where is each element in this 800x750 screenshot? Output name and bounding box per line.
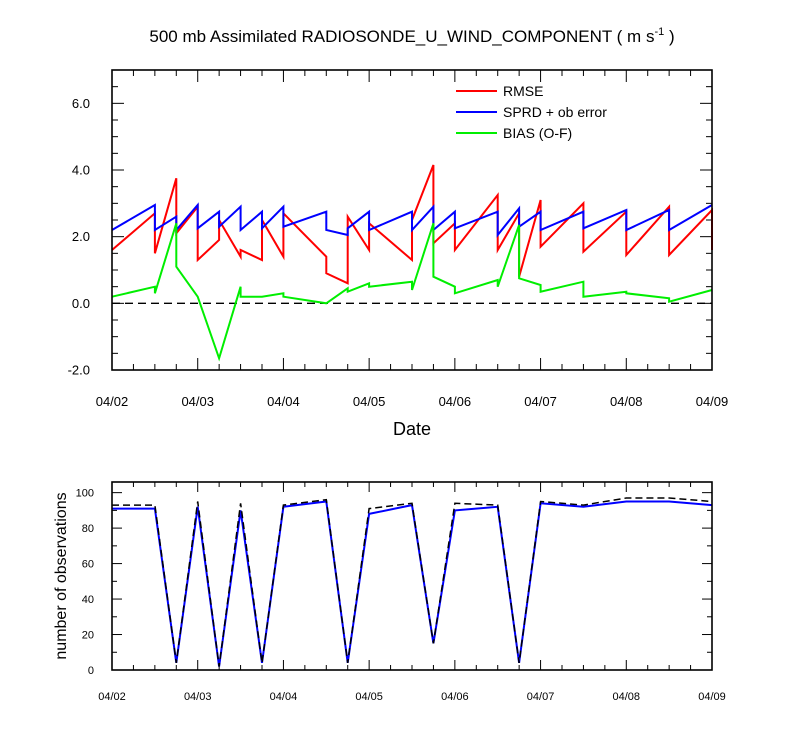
observation-count-chart: 04/02 04/03 04/04 04/05 04/06 04/07 04/08 04/09… (53, 481, 726, 703)
x-tick-label: 04/02 (96, 394, 129, 409)
x-tick-label: 04/03 (181, 394, 214, 409)
y-tick-label: 20 (82, 629, 94, 641)
legend: RMSE SPRD + ob error BIAS (O-F) (456, 83, 607, 141)
rmse-spread-bias-chart: 500 mb Assimilated RADIOSONDE_U_WIND_COM… (68, 26, 729, 439)
bottom-axes-ticks: 04/02 04/03 04/04 04/05 04/06 04/07 04/08 04/09… (76, 482, 726, 703)
y-axis-title-observations: number of observations (53, 492, 70, 659)
y-tick-label: -2.0 (68, 363, 90, 378)
x-tick-label: 04/09 (698, 691, 726, 703)
y-tick-label: 2.0 (72, 229, 90, 244)
series-line-possible-observations (112, 497, 713, 667)
x-tick-label: 04/05 (355, 691, 383, 703)
x-tick-label: 04/02 (98, 691, 126, 703)
top-axes-ticks: 04/02 04/03 04/04 04/05 04/06 04/07 04/08 04/09… (68, 69, 729, 409)
x-tick-label: 04/06 (439, 394, 472, 409)
y-tick-label: 40 (82, 594, 94, 606)
x-tick-label: 04/09 (696, 394, 729, 409)
top-series-group (111, 164, 713, 362)
y-tick-label: 0 (88, 665, 94, 677)
series-line-used-observations (112, 500, 713, 667)
y-tick-label: 0.0 (72, 296, 90, 311)
x-tick-label: 04/08 (610, 394, 643, 409)
y-tick-label: 80 (82, 523, 94, 535)
y-tick-label: 6.0 (72, 96, 90, 111)
series-line-sprd-ob-error (111, 202, 713, 238)
chart-title: 500 mb Assimilated RADIOSONDE_U_WIND_COM… (149, 26, 674, 46)
x-tick-label: 04/03 (184, 691, 212, 703)
x-tick-label: 04/06 (441, 691, 469, 703)
x-tick-label: 04/04 (270, 691, 298, 703)
x-tick-label: 04/05 (353, 394, 386, 409)
x-tick-label: 04/08 (613, 691, 641, 703)
bottom-series-group (112, 497, 713, 667)
legend-label-bias: BIAS (O-F) (503, 125, 572, 141)
y-tick-label: 100 (76, 487, 94, 499)
x-tick-label: 04/07 (527, 691, 555, 703)
bottom-plot-frame (111, 481, 713, 671)
y-tick-label: 4.0 (72, 163, 90, 178)
x-tick-label: 04/04 (267, 394, 300, 409)
x-tick-label: 04/07 (524, 394, 557, 409)
y-tick-label: 60 (82, 558, 94, 570)
x-axis-title: Date (393, 419, 431, 439)
series-line-bias-o-f (111, 222, 713, 362)
top-plot-frame (111, 69, 713, 371)
legend-label-rmse: RMSE (503, 83, 543, 99)
legend-label-sprd: SPRD + ob error (503, 104, 607, 120)
